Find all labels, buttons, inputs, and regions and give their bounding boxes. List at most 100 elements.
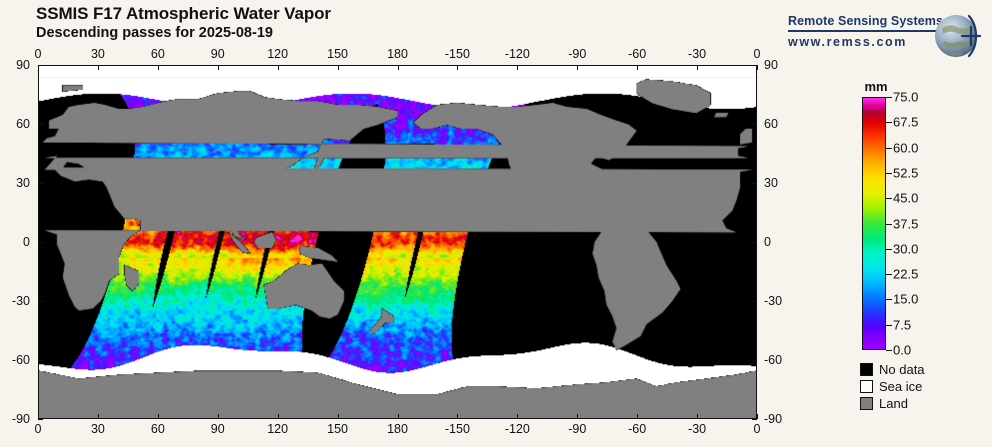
water-vapor-map-canvas xyxy=(39,66,756,418)
colorbar-tick-label: 45.0 xyxy=(893,190,919,206)
colorbar-tick-label: 60.0 xyxy=(893,140,919,156)
lat-tick-mark xyxy=(38,301,43,302)
colorbar-tick-label: 67.5 xyxy=(893,114,919,130)
lat-axis-label: 60 xyxy=(16,117,30,131)
lon-tick-mark xyxy=(637,414,639,419)
lat-axis-label: 0 xyxy=(23,235,30,249)
colorbar-tick-label: 37.5 xyxy=(893,216,919,231)
lon-axis-label: -30 xyxy=(688,47,707,61)
colorbar-tick-label: 7.5 xyxy=(893,317,912,333)
logo-website-url: www.remss.com xyxy=(788,34,907,49)
lon-axis-label: -60 xyxy=(628,422,647,436)
lon-axis-label: 0 xyxy=(753,47,761,61)
lat-tick-mark xyxy=(38,65,43,66)
legend-item: No data xyxy=(860,361,925,378)
lat-axis-label: -90 xyxy=(11,412,30,426)
lon-tick-mark xyxy=(637,65,639,70)
lon-axis-label: 0 xyxy=(34,47,42,61)
lon-tick-mark xyxy=(277,414,279,419)
colorbar-tick-mark xyxy=(886,122,892,124)
legend-item-label: No data xyxy=(879,362,925,377)
lon-axis-label: 180 xyxy=(387,47,408,61)
lon-tick-mark xyxy=(517,414,519,419)
lon-tick-mark xyxy=(157,414,159,419)
lon-axis-label: -90 xyxy=(568,47,587,61)
lon-axis-label: -150 xyxy=(444,422,470,436)
lat-axis-label: -60 xyxy=(11,353,30,367)
lon-axis-label: 180 xyxy=(387,422,408,436)
lat-axis-label: 30 xyxy=(764,176,778,190)
remss-logo[interactable]: Remote Sensing Systems www.remss.com xyxy=(780,8,986,64)
lat-tick-mark xyxy=(752,301,757,302)
lon-axis-label: -60 xyxy=(628,47,647,61)
lat-tick-mark xyxy=(38,242,43,243)
colorbar-tick-label: 52.5 xyxy=(893,165,919,181)
colorbar-tick-mark xyxy=(886,147,892,149)
colorbar-tick-mark xyxy=(886,198,892,200)
colorbar-tick-mark xyxy=(886,248,892,250)
lat-axis-label: -30 xyxy=(11,294,30,308)
lon-axis-label: 90 xyxy=(210,47,225,61)
lon-axis-label: 0 xyxy=(753,422,761,436)
lon-tick-mark xyxy=(457,414,459,419)
lat-tick-mark xyxy=(752,65,757,66)
lat-axis-label: -90 xyxy=(764,412,783,426)
lon-tick-mark xyxy=(697,414,699,419)
lat-axis-label: 60 xyxy=(764,117,778,131)
lat-axis-label: -30 xyxy=(764,294,783,308)
globe-icon xyxy=(935,14,982,58)
lat-axis-label: 90 xyxy=(16,58,30,72)
logo-text: Remote Sensing Systems www.remss.com xyxy=(788,14,944,49)
title-block: SSMIS F17 Atmospheric Water Vapor Descen… xyxy=(36,4,331,42)
colorbar-tick-label: 75.0 xyxy=(893,89,919,105)
colorbar-tick-label: 0.0 xyxy=(893,342,912,358)
map-plot-area[interactable] xyxy=(38,65,757,419)
lon-axis-label: 30 xyxy=(90,422,105,436)
legend-color-swatch xyxy=(860,397,873,410)
lon-tick-mark xyxy=(217,414,219,419)
lat-axis-label: 30 xyxy=(16,176,30,190)
lon-axis-label: -120 xyxy=(504,422,530,436)
lon-axis-label: 150 xyxy=(327,422,349,436)
lon-axis-label: 60 xyxy=(150,422,165,436)
lon-tick-mark xyxy=(38,65,39,70)
lat-tick-mark xyxy=(38,360,43,361)
lat-tick-mark xyxy=(38,124,43,125)
colorbar-tick-label: 15.0 xyxy=(893,291,919,307)
lon-axis-label: 0 xyxy=(34,422,42,436)
lat-tick-mark xyxy=(752,124,757,125)
lat-tick-mark xyxy=(38,183,43,184)
lon-axis-label: -120 xyxy=(504,47,530,61)
lon-tick-mark xyxy=(97,65,99,70)
lon-tick-mark xyxy=(157,65,159,70)
lon-axis-label: 120 xyxy=(267,422,289,436)
colorbar-tick-label: 30.0 xyxy=(893,241,919,257)
lat-tick-mark xyxy=(752,419,757,420)
colorbar-tick-mark xyxy=(886,223,892,225)
colorbar-tick-mark xyxy=(886,274,892,276)
lat-tick-mark xyxy=(752,242,757,243)
lon-axis-label: -150 xyxy=(444,47,470,61)
logo-company-name: Remote Sensing Systems xyxy=(788,14,944,28)
page-title: SSMIS F17 Atmospheric Water Vapor xyxy=(36,4,331,23)
lon-tick-mark xyxy=(97,414,99,419)
lon-axis-label: 90 xyxy=(210,422,225,436)
colorbar-tick-mark xyxy=(886,97,892,98)
colorbar-tick-mark xyxy=(886,299,892,301)
lat-axis-label: 90 xyxy=(764,58,778,72)
colorbar-gradient[interactable] xyxy=(862,97,886,350)
lon-axis-label: -90 xyxy=(568,422,587,436)
lat-axis-label: -60 xyxy=(764,353,783,367)
lat-tick-mark xyxy=(752,183,757,184)
colorbar-unit-label: mm xyxy=(864,79,888,94)
lon-axis-label: 150 xyxy=(327,47,349,61)
colorbar-tick-mark xyxy=(886,350,892,351)
lon-axis-label: 60 xyxy=(150,47,165,61)
lat-tick-mark xyxy=(38,419,43,420)
legend-color-swatch xyxy=(860,380,873,393)
legend-item-label: Land xyxy=(879,396,908,411)
lon-tick-mark xyxy=(697,65,699,70)
colorbar-tick-mark xyxy=(886,172,892,174)
colorbar-tick-label: 22.5 xyxy=(893,266,919,282)
colorbar-tick-mark xyxy=(886,324,892,326)
